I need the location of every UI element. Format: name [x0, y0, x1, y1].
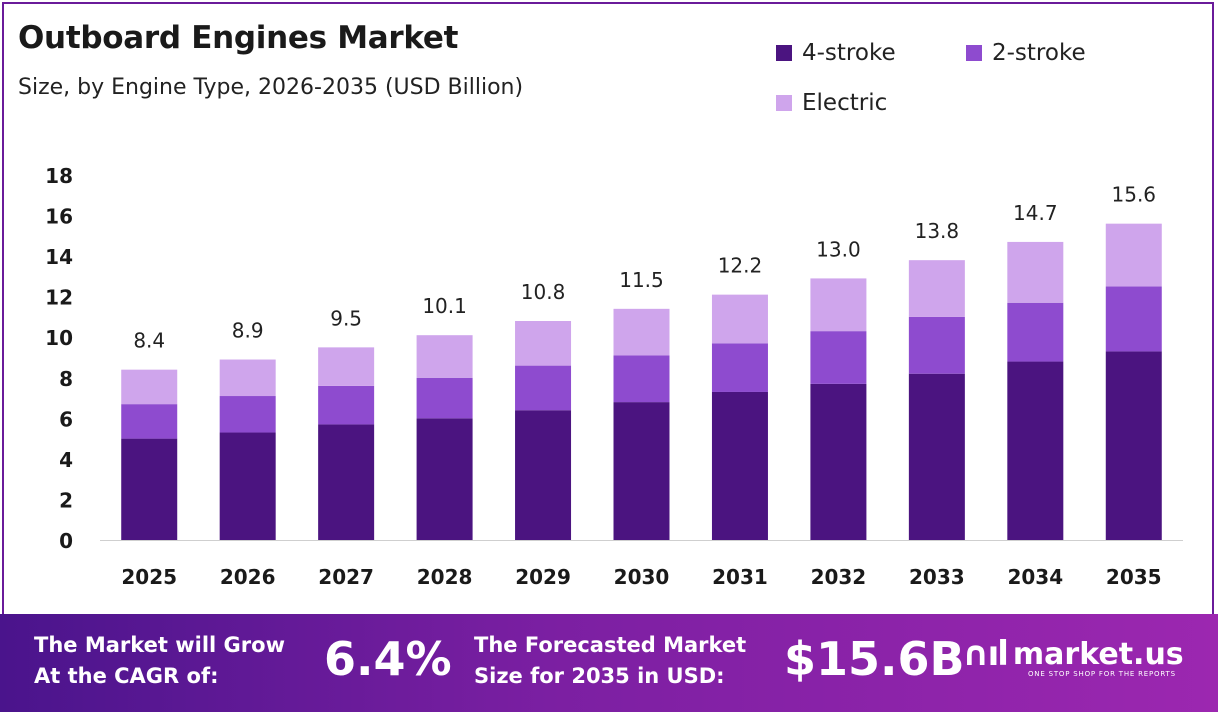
forecast-label-line2: Size for 2035 in USD: [474, 664, 725, 688]
forecast-label-line1: The Forecasted Market [474, 633, 747, 657]
data-label-total-2034: 14.7 [1013, 201, 1058, 225]
y-tick-label: 8 [59, 367, 73, 391]
bar-segment-electric-2025 [121, 369, 178, 405]
data-label-total-2026: 8.9 [232, 319, 264, 343]
legend-item-electric: Electric [776, 90, 887, 116]
bar-segment-2-stroke-2026 [219, 396, 276, 433]
bar-segment-electric-2034 [1007, 241, 1064, 303]
x-tick-label-2031: 2031 [712, 565, 768, 589]
bar-segment-electric-2031 [711, 294, 768, 344]
data-label-total-2029: 10.8 [521, 280, 566, 304]
data-label-total-2033: 13.8 [915, 219, 960, 243]
x-tick-label-2035: 2035 [1106, 565, 1162, 589]
bar-segment-electric-2029 [515, 321, 572, 366]
bar-segment-electric-2028 [416, 335, 473, 378]
bar-segment-4-stroke-2031 [711, 391, 768, 540]
forecast-label: The Forecasted Market Size for 2035 in U… [474, 630, 746, 692]
bar-chart: 0 2 4 6 8 10 12 14 16 18 8.4 2025 8.9 2026 9.5 2027 10.1… [45, 164, 1183, 589]
bar-segment-4-stroke-2029 [515, 410, 572, 540]
bar-segment-electric-2032 [810, 278, 867, 332]
y-tick-label: 0 [59, 529, 73, 553]
y-tick-label: 12 [45, 286, 73, 310]
chart-subtitle: Size, by Engine Type, 2026-2035 (USD Bil… [18, 75, 524, 100]
data-label-total-2025: 8.4 [133, 329, 165, 353]
cagr-value: 6.4% [324, 632, 452, 686]
bar-segment-4-stroke-2033 [908, 373, 965, 540]
bar-segment-electric-2030 [613, 308, 670, 356]
bar-segment-2-stroke-2033 [908, 316, 965, 374]
legend-label-2-stroke: 2-stroke [992, 40, 1086, 66]
bar-segment-2-stroke-2027 [318, 385, 375, 425]
market-us-tagline: ONE STOP SHOP FOR THE REPORTS [1028, 670, 1176, 678]
x-tick-label-2029: 2029 [515, 565, 571, 589]
bar-segment-4-stroke-2034 [1007, 361, 1064, 540]
cagr-label: The Market will Grow At the CAGR of: [34, 630, 285, 692]
bar-segment-electric-2026 [219, 359, 276, 397]
x-tick-label-2026: 2026 [220, 565, 276, 589]
x-tick-label-2034: 2034 [1007, 565, 1063, 589]
legend-item-2-stroke: 2-stroke [966, 40, 1086, 66]
legend-label-4-stroke: 4-stroke [802, 40, 896, 66]
bar-segment-2-stroke-2025 [121, 404, 178, 439]
bar-segment-2-stroke-2032 [810, 331, 867, 384]
chart-title: Outboard Engines Market [18, 20, 459, 56]
bar-segment-4-stroke-2030 [613, 402, 670, 540]
legend-label-electric: Electric [802, 90, 888, 116]
x-tick-label-2032: 2032 [811, 565, 867, 589]
x-tick-label-2025: 2025 [121, 565, 177, 589]
bar-segment-4-stroke-2032 [810, 383, 867, 540]
bar-segment-4-stroke-2025 [121, 438, 178, 540]
bar-segment-2-stroke-2029 [515, 365, 572, 411]
bar-segment-4-stroke-2028 [416, 418, 473, 540]
y-tick-label: 6 [59, 407, 73, 431]
data-label-total-2031: 12.2 [718, 254, 763, 278]
legend-item-4-stroke: 4-stroke [776, 40, 896, 66]
data-label-total-2027: 9.5 [330, 306, 362, 330]
x-tick-label-2030: 2030 [614, 565, 670, 589]
x-tick-label-2027: 2027 [318, 565, 374, 589]
y-tick-label: 14 [45, 245, 73, 269]
bar-segment-2-stroke-2034 [1007, 302, 1064, 362]
bar-segment-4-stroke-2027 [318, 424, 375, 540]
data-label-total-2032: 13.0 [816, 237, 861, 261]
y-tick-label: 16 [45, 205, 73, 229]
bar-segment-electric-2035 [1105, 223, 1162, 287]
x-tick-label-2028: 2028 [417, 565, 473, 589]
bar-segment-2-stroke-2035 [1105, 286, 1162, 352]
data-label-total-2030: 11.5 [619, 268, 664, 292]
legend-swatch-4-stroke [776, 45, 792, 61]
cagr-label-line2: At the CAGR of: [34, 664, 219, 688]
forecast-value: $15.6B [784, 632, 965, 686]
y-tick-label: 18 [45, 164, 73, 188]
market-us-logo-icon: ∩ıl [962, 634, 1009, 674]
bar-segment-2-stroke-2031 [711, 343, 768, 392]
bar-segment-4-stroke-2026 [219, 432, 276, 540]
legend-swatch-electric [776, 95, 792, 111]
bar-segment-4-stroke-2035 [1105, 351, 1162, 540]
bar-segment-electric-2033 [908, 260, 965, 317]
market-us-logo-text: market.us [1012, 636, 1184, 672]
cagr-label-line1: The Market will Grow [34, 633, 285, 657]
summary-banner: The Market will Grow At the CAGR of: 6.4… [0, 614, 1218, 712]
y-tick-label: 4 [59, 448, 73, 472]
y-tick-label: 10 [45, 326, 73, 350]
legend-swatch-2-stroke [966, 45, 982, 61]
bar-segment-electric-2027 [318, 347, 375, 386]
bar-segment-2-stroke-2030 [613, 355, 670, 403]
y-tick-label: 2 [59, 488, 73, 512]
bar-segment-2-stroke-2028 [416, 377, 473, 419]
x-tick-label-2033: 2033 [909, 565, 965, 589]
data-label-total-2028: 10.1 [422, 294, 467, 318]
market-us-logo: ∩ıl market.us [962, 634, 1184, 674]
data-label-total-2035: 15.6 [1112, 183, 1157, 207]
